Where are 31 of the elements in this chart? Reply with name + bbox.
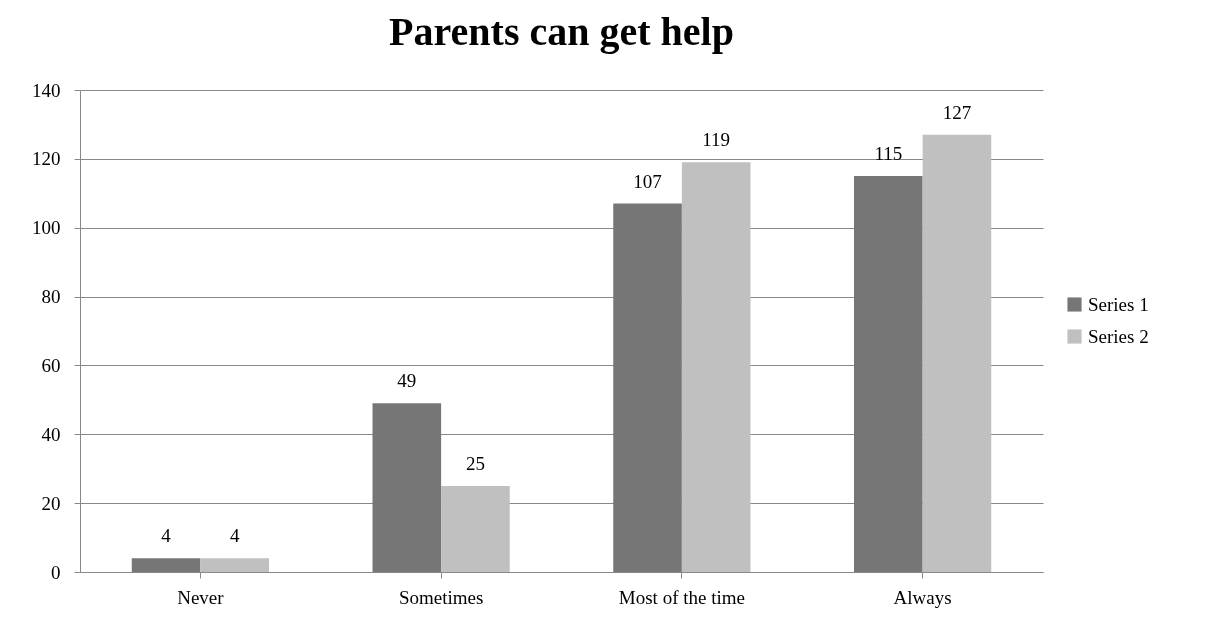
bar [131,558,201,572]
data-label: 49 [397,370,417,392]
bar [681,162,751,572]
data-label: 107 [633,170,662,192]
data-label: 4 [229,525,240,547]
x-tick-label: Most of the time [618,586,745,608]
chart-title: Parents can get help [389,9,734,54]
bar [922,134,992,572]
x-tick-label: Always [893,586,952,608]
y-tick-label: 40 [41,423,61,445]
bar [372,403,442,572]
y-tick-label: 20 [41,492,61,514]
data-label: 119 [702,129,731,151]
bar [200,558,269,572]
x-tick-label: Sometimes [398,586,484,608]
y-tick-label: 0 [51,561,61,583]
legend-label: Series 1 [1088,293,1149,315]
y-tick-label: 60 [41,354,61,376]
data-label: 115 [874,143,903,165]
bar [441,485,510,572]
y-tick-label: 100 [32,217,61,239]
y-tick-label: 80 [41,286,61,308]
bar [854,176,923,572]
legend-label: Series 2 [1088,325,1149,347]
data-label: 25 [465,452,485,474]
data-label: 4 [161,525,172,547]
bar [613,203,682,572]
x-tick-label: Never [177,586,225,608]
y-tick-label: 120 [32,148,61,170]
y-tick-label: 140 [32,79,61,101]
data-label: 127 [942,101,972,123]
